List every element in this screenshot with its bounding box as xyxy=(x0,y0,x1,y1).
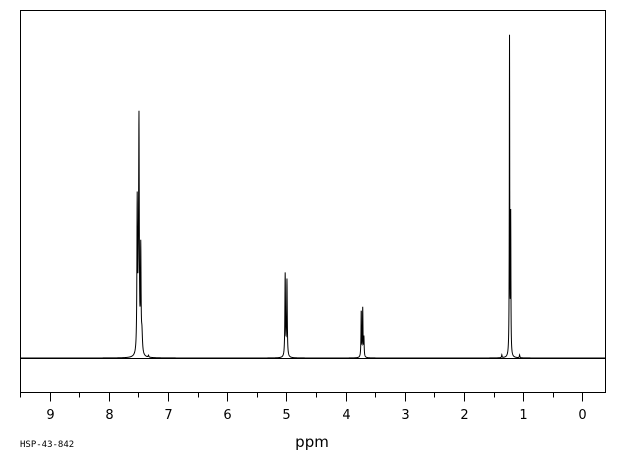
x-axis-ticks xyxy=(20,392,583,402)
tick-label: 6 xyxy=(223,408,231,423)
tick-label: 8 xyxy=(105,408,113,423)
plot-frame xyxy=(20,10,606,393)
tick-label: 9 xyxy=(46,408,54,423)
x-axis-title: ppm xyxy=(295,433,329,451)
tick-label: 3 xyxy=(401,408,409,423)
tick-label: 4 xyxy=(342,408,350,423)
spectrum-code-label: HSP-43-842 xyxy=(20,440,74,450)
spectrum-trace xyxy=(20,34,606,359)
tick-label: 1 xyxy=(519,408,527,423)
tick-label: 7 xyxy=(164,408,172,423)
tick-label: 0 xyxy=(578,408,586,423)
tick-label: 2 xyxy=(460,408,468,423)
tick-label: 5 xyxy=(282,408,290,423)
x-axis-tick-labels: 9 8 7 6 5 4 3 2 1 0 xyxy=(46,408,586,423)
